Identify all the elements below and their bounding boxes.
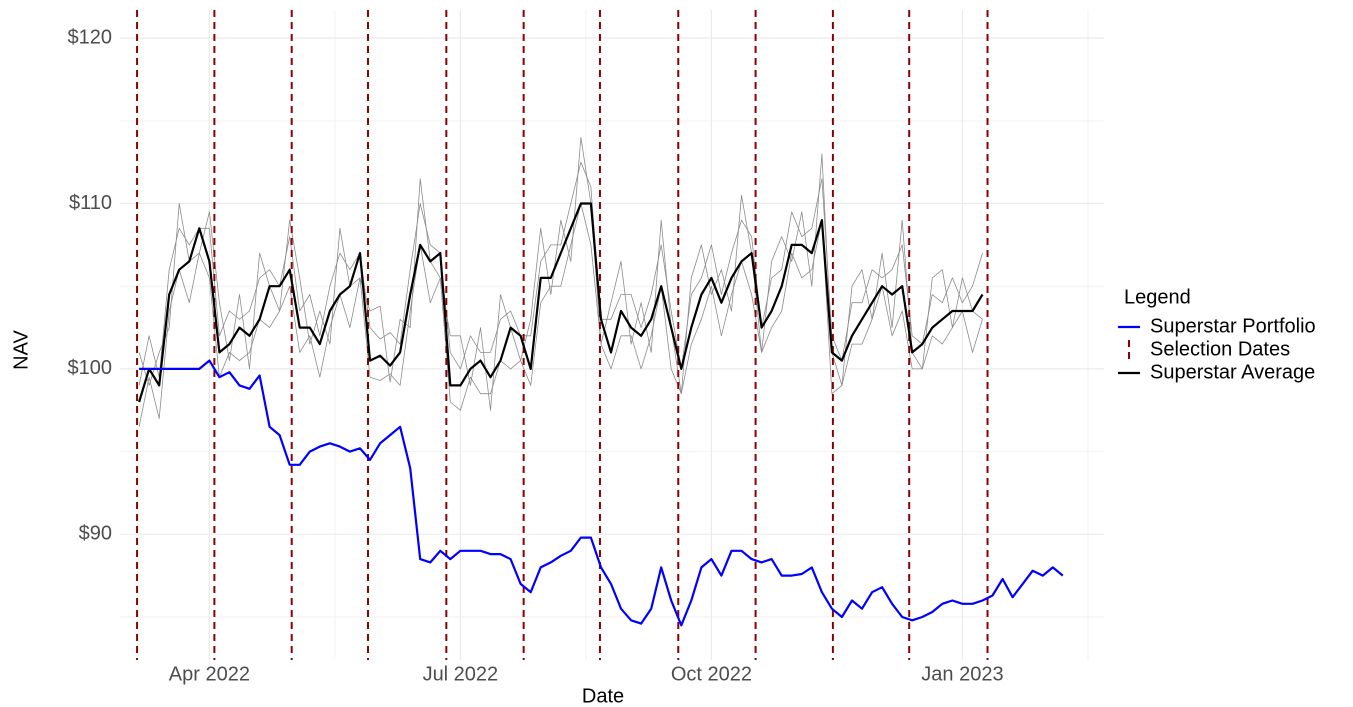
legend-title: Legend bbox=[1124, 286, 1191, 308]
fund-line bbox=[138, 203, 983, 427]
legend-label: Selection Dates bbox=[1150, 338, 1290, 360]
series-line bbox=[138, 202, 984, 403]
x-axis-label: Date bbox=[582, 685, 624, 707]
legend-label: Superstar Average bbox=[1150, 361, 1315, 383]
fund-line bbox=[138, 137, 983, 411]
y-tick-label: $110 bbox=[69, 192, 112, 214]
series-line bbox=[139, 359, 1064, 627]
y-tick-label: $100 bbox=[68, 357, 113, 379]
x-tick-label: Jan 2023 bbox=[921, 663, 1003, 685]
x-tick-label: Jul 2022 bbox=[423, 663, 499, 685]
y-axis-label: NAV bbox=[10, 330, 32, 370]
y-tick-label: $120 bbox=[68, 26, 113, 48]
x-tick-label: Apr 2022 bbox=[169, 663, 250, 685]
x-tick-label: Oct 2022 bbox=[671, 663, 752, 685]
y-tick-label: $90 bbox=[79, 523, 112, 545]
legend-label: Superstar Portfolio bbox=[1150, 315, 1316, 337]
